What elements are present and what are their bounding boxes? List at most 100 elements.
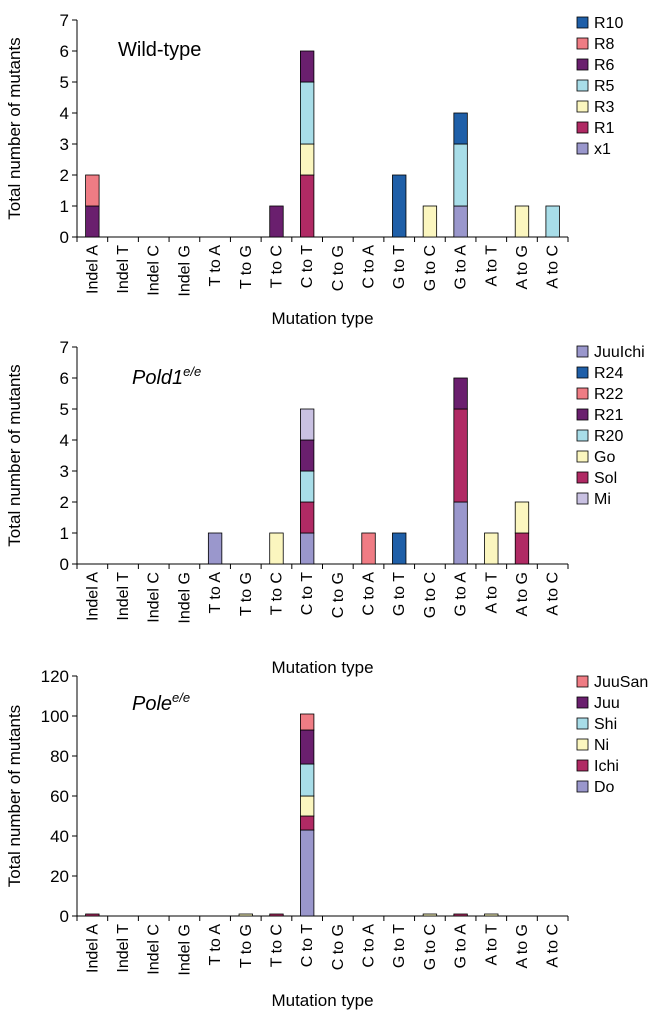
panel-annotation-superscript: e/e xyxy=(172,690,190,705)
x-tick-label-indel-g: Indel G xyxy=(176,245,193,297)
legend-label-r20: R20 xyxy=(594,428,623,445)
y-tick-label: 7 xyxy=(60,338,69,357)
legend-swatch-r3 xyxy=(576,100,589,113)
bar-segment-t-to-g-ni xyxy=(238,913,253,917)
panel-annotation-main: Pold1 xyxy=(132,367,183,389)
y-tick-label: 0 xyxy=(60,228,69,247)
x-axis-title: Mutation type xyxy=(271,991,373,1010)
y-axis-title: Total number of mutants xyxy=(5,37,24,219)
bar-segment-g-to-a-ichi xyxy=(453,913,468,917)
x-tick-label-t-to-c: T to C xyxy=(268,924,285,967)
panel-annotation-superscript: e/e xyxy=(183,364,201,379)
x-tick-label-g-to-c: G to C xyxy=(422,572,439,618)
x-tick-label-a-to-t: A to T xyxy=(483,924,500,966)
x-tick-label-c-to-a: C to A xyxy=(361,572,378,616)
bar-segment-a-to-g-sol xyxy=(514,532,530,565)
panel-annotation: Wild-type xyxy=(118,39,201,61)
legend-label-mi: Mi xyxy=(594,491,611,508)
legend-swatch-mi xyxy=(576,492,589,505)
bar-segment-g-to-a-x1 xyxy=(453,205,468,238)
bar-segment-indel-a-ichi xyxy=(85,913,100,917)
bar-segment-g-to-a-juuichi xyxy=(453,501,468,565)
x-tick-label-g-to-c: G to C xyxy=(422,924,439,970)
legend-swatch-r1 xyxy=(576,121,589,134)
panel-annotation-main: Wild-type xyxy=(118,39,201,61)
x-tick-label-c-to-t: C to T xyxy=(299,572,316,616)
bar-segment-t-to-a-juuichi xyxy=(207,532,223,565)
y-tick-label: 5 xyxy=(60,400,69,419)
bar-segment-c-to-t-r1 xyxy=(300,174,315,238)
panel-annotation: Pold1e/e xyxy=(132,364,201,389)
x-tick-label-indel-t: Indel T xyxy=(115,572,132,621)
y-axis-title: Total number of mutants xyxy=(5,705,24,887)
legend-label-r1: R1 xyxy=(594,120,615,137)
legend-label-ichi: Ichi xyxy=(594,758,619,775)
legend-label-shi: Shi xyxy=(594,716,617,733)
bar-segment-c-to-t-mi xyxy=(300,408,315,441)
legend-swatch-juuichi xyxy=(576,345,589,358)
bar-segment-t-to-c-r6 xyxy=(269,205,284,238)
y-tick-label: 6 xyxy=(60,42,69,61)
x-axis-title: Mutation type xyxy=(271,309,373,328)
x-tick-label-g-to-a: G to A xyxy=(453,572,470,617)
bar-segment-c-to-t-r6 xyxy=(300,50,315,83)
y-tick-label: 60 xyxy=(50,787,69,806)
bar-segment-indel-a-r8 xyxy=(85,174,100,207)
bar-segment-a-to-t-ni xyxy=(484,913,499,917)
x-tick-label-t-to-a: T to A xyxy=(207,572,224,614)
y-tick-label: 0 xyxy=(60,555,69,574)
legend-swatch-r21 xyxy=(576,408,589,421)
bar-segment-c-to-t-r3 xyxy=(300,143,315,176)
legend-label-r24: R24 xyxy=(594,365,623,382)
y-tick-label: 4 xyxy=(60,104,69,123)
panel-annotation-main: Pole xyxy=(132,693,172,715)
x-tick-label-t-to-a: T to A xyxy=(207,924,224,966)
legend-label-juu: Juu xyxy=(594,695,620,712)
bar-segment-c-to-t-r5 xyxy=(300,81,315,145)
x-tick-label-c-to-g: C to G xyxy=(330,924,347,970)
legend-label-x1: x1 xyxy=(594,141,611,158)
y-tick-label: 2 xyxy=(60,493,69,512)
legend-label-r22: R22 xyxy=(594,386,623,403)
bar-segment-c-to-t-r21 xyxy=(300,439,315,472)
y-tick-label: 1 xyxy=(60,197,69,216)
y-tick-label: 80 xyxy=(50,747,69,766)
legend-swatch-r10 xyxy=(576,16,589,29)
legend-swatch-ichi xyxy=(576,759,589,772)
bar-segment-t-to-c-ichi xyxy=(269,913,284,917)
bar-segment-c-to-t-juusan xyxy=(300,713,315,731)
y-tick-label: 7 xyxy=(60,11,69,30)
x-tick-label-indel-c: Indel C xyxy=(146,572,163,623)
bar-segment-a-to-g-go xyxy=(514,501,530,534)
y-tick-label: 0 xyxy=(60,907,69,926)
y-tick-label: 3 xyxy=(60,135,69,154)
y-tick-label: 20 xyxy=(50,867,69,886)
legend-swatch-ni xyxy=(576,738,589,751)
x-tick-label-indel-a: Indel A xyxy=(84,924,101,973)
legend-swatch-r6 xyxy=(576,58,589,71)
legend-label-juusan: JuuSan xyxy=(594,674,648,691)
y-tick-label: 6 xyxy=(60,369,69,388)
y-tick-label: 4 xyxy=(60,431,69,450)
x-tick-label-g-to-t: G to T xyxy=(391,245,408,289)
x-tick-label-t-to-c: T to C xyxy=(268,245,285,288)
x-tick-label-indel-c: Indel C xyxy=(146,245,163,296)
legend-swatch-r20 xyxy=(576,429,589,442)
y-tick-label: 120 xyxy=(41,667,69,686)
panel-annotation: Polee/e xyxy=(132,690,190,715)
legend-swatch-juusan xyxy=(576,675,589,688)
chart-panel-wild-type: 0 1 2 3 4 5 6 7 Indel A Indel T Indel C Indel G T to… xyxy=(5,11,623,328)
x-tick-label-g-to-a: G to A xyxy=(453,245,470,290)
x-tick-label-c-to-g: C to G xyxy=(330,572,347,618)
chart-panel-pold1: 0 1 2 3 4 5 6 7 Indel A Indel T Indel C Indel G T to… xyxy=(5,338,645,677)
bar-segment-a-to-t-go xyxy=(484,532,499,565)
legend-label-r6: R6 xyxy=(594,57,615,74)
x-tick-label-a-to-c: A to C xyxy=(545,924,562,968)
legend-swatch-sol xyxy=(576,471,589,484)
x-tick-label-t-to-a: T to A xyxy=(207,245,224,287)
x-tick-label-t-to-g: T to G xyxy=(238,245,255,289)
x-tick-label-a-to-g: A to G xyxy=(514,245,531,289)
bar-segment-c-to-a-r22 xyxy=(361,532,376,565)
x-tick-label-t-to-g: T to G xyxy=(238,572,255,616)
bar-segment-g-to-a-sol xyxy=(453,408,468,503)
